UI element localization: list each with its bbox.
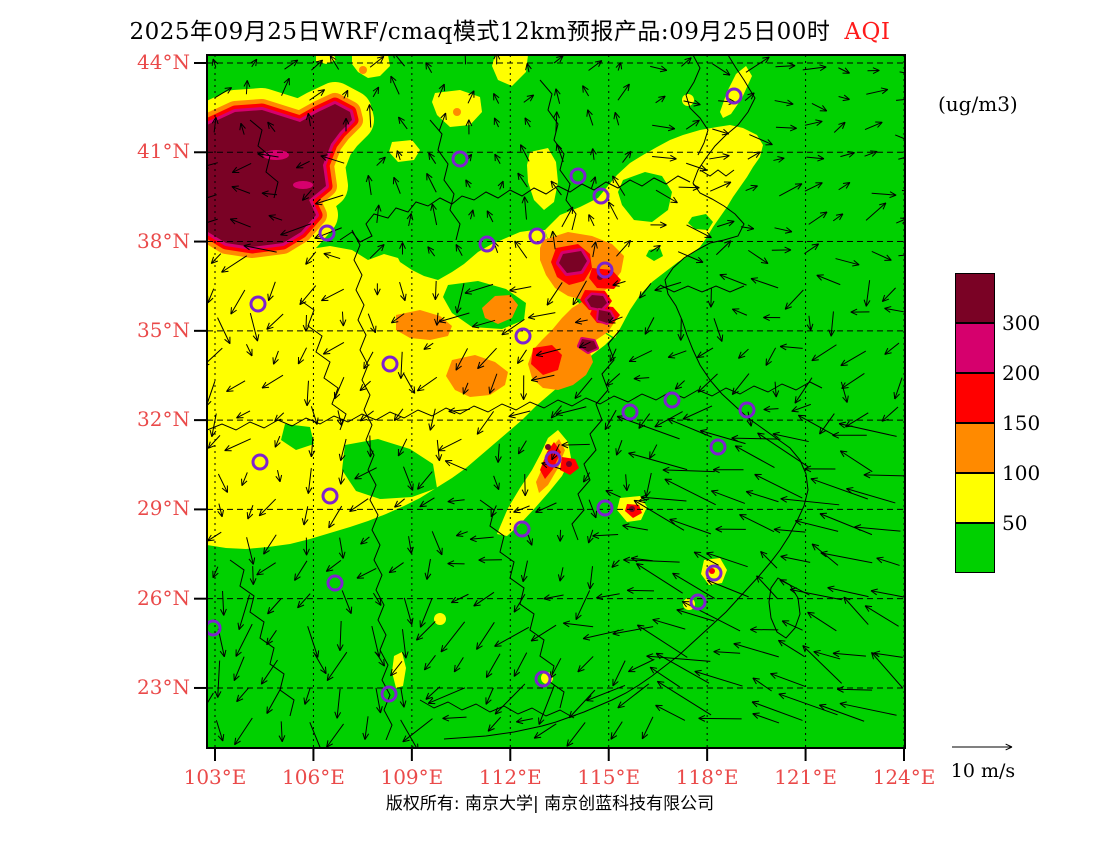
aqi-region-yellow-patch-ne3 <box>527 148 558 210</box>
aqi-region-yellow-streak-south <box>392 652 406 688</box>
colorbar-label-100: 100 <box>1002 461 1041 485</box>
aqi-dot <box>566 461 572 467</box>
colorbar-label-50: 50 <box>1002 511 1028 535</box>
aqi-region-maroon-core-b1 <box>587 295 607 309</box>
colorbar-cell-0 <box>955 273 995 323</box>
lon-label-121: 121°E <box>774 765 837 789</box>
station-marker <box>528 227 546 245</box>
station-marker <box>689 593 707 611</box>
copyright-text: 版权所有: 南京大学| 南京创蓝科技有限公司 <box>385 794 715 814</box>
station-marker <box>513 520 531 538</box>
station-marker <box>569 167 587 185</box>
basemap-boundary-line <box>659 284 745 293</box>
station-marker <box>249 295 267 313</box>
station-marker <box>738 401 756 419</box>
aqi-region-green-island-6 <box>281 424 314 450</box>
aqi-region-red-spot-e1 <box>531 345 562 375</box>
station-marker <box>321 487 339 505</box>
colorbar-label-200: 200 <box>1002 361 1041 385</box>
wind-scale-arrow <box>952 743 1013 751</box>
colorbar-label-150: 150 <box>1002 411 1041 435</box>
aqi-dot <box>359 66 367 74</box>
lat-label-26: 26°N <box>137 585 190 610</box>
basemap-boundary-line <box>699 169 735 177</box>
colorbar-cell-1 <box>955 323 995 373</box>
station-marker <box>596 499 614 517</box>
station-marker <box>592 187 610 205</box>
basemap-boundary-line <box>539 79 577 231</box>
colorbar-cell-3 <box>955 423 995 473</box>
colorbar-cell-2 <box>955 373 995 423</box>
lat-label-38: 38°N <box>137 228 190 253</box>
wind-vector-field <box>207 55 905 748</box>
lat-label-44: 44°N <box>137 50 190 74</box>
station-marker <box>326 574 344 592</box>
lat-label-32: 32°N <box>137 407 190 432</box>
title-variable: AQI <box>844 19 891 45</box>
station-marker <box>478 235 496 253</box>
station-marker <box>381 355 399 373</box>
aqi-region-maroon-core-a1 <box>559 251 587 273</box>
title-text: 2025年09月25日WRF/cmaq模式12km预报产品:09月25日00时 <box>129 19 831 45</box>
lon-label-109: 109°E <box>380 765 444 789</box>
aqi-region-yellow-streak-north <box>720 66 752 118</box>
basemap-boundary-line <box>685 55 709 156</box>
map-frame <box>206 54 906 749</box>
aqi-dot <box>709 568 715 574</box>
colorbar-cell-4 <box>955 473 995 523</box>
lat-label-23: 23°N <box>137 674 190 699</box>
basemap-boundary-line <box>429 119 461 241</box>
lon-label-124: 124°E <box>872 765 936 789</box>
basemap-boundary-line <box>571 329 621 541</box>
colorbar-cell-5 <box>955 523 995 573</box>
station-marker <box>207 619 222 637</box>
station-marker <box>705 564 723 582</box>
page-title: 2025年09月25日WRF/cmaq模式12km预报产品:09月25日00时 A… <box>0 12 1020 46</box>
basemap-boundary-line <box>299 299 347 431</box>
wind-scale-label: 10 m/s <box>950 760 1016 782</box>
aqi-dot <box>545 444 551 450</box>
lon-label-103: 103°E <box>183 765 247 789</box>
basemap-boundary-line <box>351 229 393 741</box>
aqi-region-orange-arm <box>482 295 518 324</box>
lat-label-41: 41°N <box>137 139 190 164</box>
aqi-region-nw-maroon-blob <box>207 104 352 247</box>
station-marker <box>251 453 269 471</box>
station-marker <box>514 327 532 345</box>
station-marker <box>544 450 562 468</box>
basemap-boundary-line <box>339 175 691 243</box>
lon-label-118: 118°E <box>675 765 739 789</box>
station-marker <box>725 87 743 105</box>
aqi-region-green-island-3 <box>646 248 663 261</box>
station-marker <box>663 391 681 409</box>
station-marker <box>709 438 727 456</box>
lon-label-115: 115°E <box>577 765 641 789</box>
station-marker <box>380 685 398 703</box>
colorbar-label-300: 300 <box>1002 311 1041 335</box>
lat-label-35: 35°N <box>137 317 190 342</box>
station-marker <box>621 403 639 421</box>
station-marker <box>596 261 614 279</box>
aqi-region-maroon-core-e1 <box>579 339 597 352</box>
aqi-dot <box>453 108 461 116</box>
aqi-dot <box>434 613 446 625</box>
station-marker <box>534 670 552 688</box>
station-marker <box>451 150 469 168</box>
aqi-region-maroon-core-b2 <box>598 310 613 323</box>
aqi-region-green-island-1 <box>618 172 672 222</box>
station-marker <box>318 224 336 242</box>
lat-label-29: 29°N <box>137 496 190 521</box>
lon-label-106: 106°E <box>282 765 345 789</box>
units-label: (ug/m3) <box>938 92 1018 116</box>
lon-label-112: 112°E <box>478 765 542 789</box>
basemap-boundary-line <box>479 499 565 709</box>
